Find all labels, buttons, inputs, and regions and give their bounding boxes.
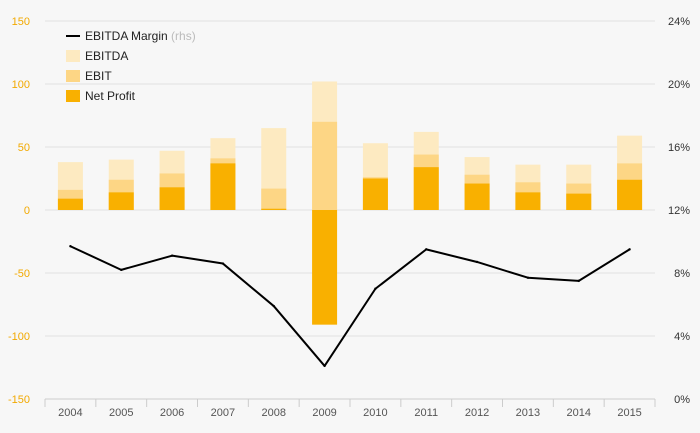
y-right-tick-label: 20% <box>668 79 690 91</box>
point-ebitda-margin <box>323 364 326 368</box>
x-tick-label: 2004 <box>58 407 82 419</box>
legend-label-ebit: EBIT <box>85 69 112 83</box>
x-tick-label: 2006 <box>160 407 184 419</box>
x-tick-label: 2013 <box>516 407 540 419</box>
point-ebitda-margin <box>475 260 479 264</box>
bar-net-profit <box>159 187 185 210</box>
point-ebitda-margin <box>374 287 377 290</box>
bar-net-profit <box>108 192 134 210</box>
y-left-tick-label: -150 <box>8 394 30 406</box>
bar-net-profit <box>261 208 287 210</box>
point-ebitda-margin <box>170 254 174 257</box>
bar-ebit <box>261 188 287 210</box>
y-right-tick-label: 12% <box>668 205 690 217</box>
legend-label-ebitda: EBITDA <box>85 49 128 63</box>
bar-net-profit <box>617 179 643 210</box>
x-tick-label: 2014 <box>567 407 591 419</box>
legend-swatch-ebitda <box>66 50 80 62</box>
x-tick-label: 2009 <box>312 407 336 419</box>
bar-net-profit <box>413 167 439 210</box>
y-right-tick-label: 8% <box>674 268 690 280</box>
x-tick-label: 2012 <box>465 407 489 419</box>
bar-series <box>57 81 643 325</box>
legend-label-net-profit: Net Profit <box>85 89 136 103</box>
margin-line-series <box>69 245 631 368</box>
point-ebitda-margin <box>628 248 631 251</box>
y-right-tick-label: 4% <box>674 331 690 343</box>
y-right-tick-label: 24% <box>668 16 690 28</box>
x-tick-label: 2005 <box>109 407 133 419</box>
x-tick-label: 2015 <box>617 407 641 419</box>
legend-swatch-net-profit <box>66 90 80 102</box>
bar-net-profit <box>362 178 388 210</box>
point-ebitda-margin <box>221 262 225 265</box>
legend: EBITDA Margin (rhs) EBITDA EBIT Net Prof… <box>66 29 196 103</box>
bar-net-profit <box>210 163 236 210</box>
y-right-tick-label: 0% <box>674 394 690 406</box>
bar-net-profit <box>464 183 490 210</box>
point-ebitda-margin <box>425 248 428 251</box>
point-ebitda-margin <box>577 279 580 283</box>
legend-label-margin: EBITDA Margin (rhs) <box>85 29 196 43</box>
x-tick-label: 2007 <box>211 407 235 419</box>
axes: 150 100 50 0 -50 -100 -150 24% 20% 16% 12% 8% 4% 0% 20… <box>8 16 690 419</box>
point-ebitda-margin <box>526 276 530 279</box>
line-ebitda-margin <box>69 245 631 367</box>
y-left-tick-label: -100 <box>8 331 30 343</box>
bar-net-profit <box>57 198 83 210</box>
bar-ebit <box>312 121 338 210</box>
x-tick-label: 2010 <box>363 407 387 419</box>
x-tick-label: 2008 <box>262 407 286 419</box>
y-left-tick-label: 0 <box>24 205 30 217</box>
y-left-tick-label: 100 <box>12 79 30 91</box>
bar-net-profit <box>312 210 338 325</box>
bar-net-profit <box>566 193 592 210</box>
point-ebitda-margin <box>69 245 72 248</box>
bar-net-profit <box>515 192 541 210</box>
x-tick-label: 2011 <box>414 407 438 419</box>
y-left-tick-label: 50 <box>18 142 30 154</box>
legend-margin-text: EBITDA Margin <box>85 29 168 43</box>
y-left-tick-label: 150 <box>12 16 30 28</box>
y-left-tick-label: -50 <box>14 268 30 280</box>
legend-swatch-ebit <box>66 70 80 82</box>
legend-rhs-hint: (rhs) <box>171 29 196 43</box>
point-ebitda-margin <box>120 268 123 272</box>
point-ebitda-margin <box>272 304 275 308</box>
y-right-tick-label: 16% <box>668 142 690 154</box>
